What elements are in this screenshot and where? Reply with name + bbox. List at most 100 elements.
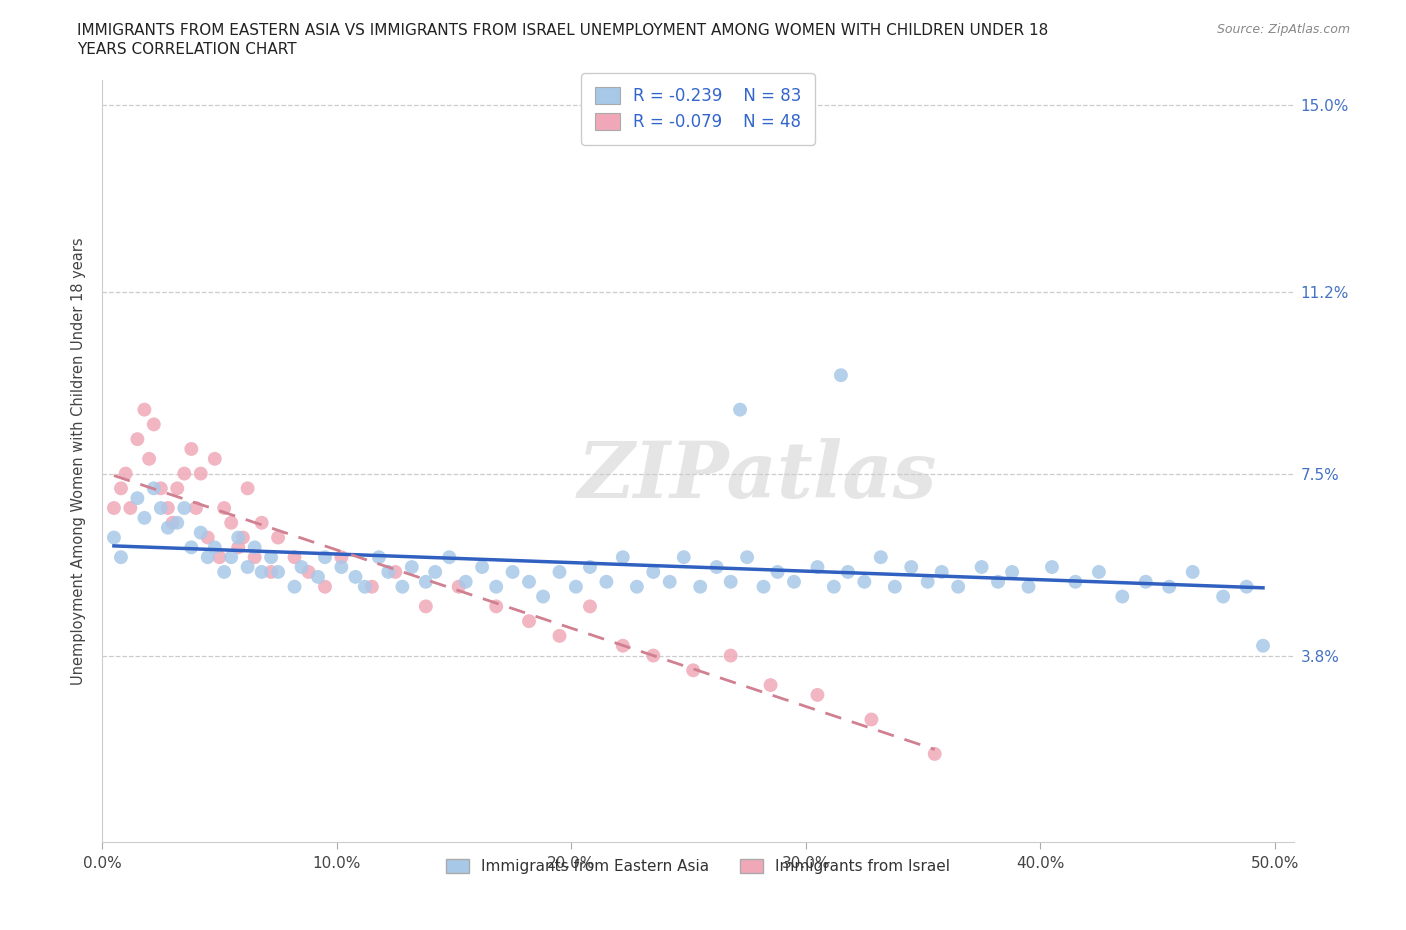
Point bbox=[236, 481, 259, 496]
Point bbox=[485, 579, 508, 594]
Point bbox=[138, 451, 160, 466]
Point bbox=[208, 550, 231, 565]
Point bbox=[860, 712, 883, 727]
Point bbox=[197, 550, 219, 565]
Point bbox=[900, 560, 922, 575]
Point bbox=[267, 565, 290, 579]
Point bbox=[1251, 638, 1274, 653]
Point bbox=[114, 466, 136, 481]
Point bbox=[197, 530, 219, 545]
Point bbox=[415, 599, 437, 614]
Point bbox=[260, 550, 283, 565]
Point bbox=[1088, 565, 1111, 579]
Y-axis label: Unemployment Among Women with Children Under 18 years: Unemployment Among Women with Children U… bbox=[72, 237, 86, 685]
Point bbox=[565, 579, 588, 594]
Point bbox=[728, 402, 751, 417]
Point bbox=[853, 575, 876, 590]
Point bbox=[643, 648, 665, 663]
Point bbox=[595, 575, 617, 590]
Point bbox=[103, 500, 125, 515]
Point bbox=[548, 565, 571, 579]
Point bbox=[180, 540, 202, 555]
Point bbox=[226, 530, 249, 545]
Point bbox=[869, 550, 891, 565]
Point bbox=[361, 579, 384, 594]
Point bbox=[142, 481, 165, 496]
Point bbox=[1181, 565, 1204, 579]
Point bbox=[439, 550, 461, 565]
Point bbox=[658, 575, 681, 590]
Point bbox=[425, 565, 447, 579]
Point bbox=[354, 579, 377, 594]
Point bbox=[204, 451, 226, 466]
Point bbox=[548, 629, 571, 644]
Point bbox=[823, 579, 845, 594]
Point bbox=[391, 579, 413, 594]
Point bbox=[180, 442, 202, 457]
Point bbox=[314, 579, 336, 594]
Point bbox=[1018, 579, 1040, 594]
Point bbox=[166, 481, 188, 496]
Point bbox=[267, 530, 290, 545]
Point bbox=[219, 515, 242, 530]
Text: ZIPatlas: ZIPatlas bbox=[578, 438, 938, 515]
Point bbox=[236, 560, 259, 575]
Point bbox=[806, 560, 828, 575]
Point bbox=[166, 515, 188, 530]
Point bbox=[987, 575, 1010, 590]
Point bbox=[766, 565, 789, 579]
Text: YEARS CORRELATION CHART: YEARS CORRELATION CHART bbox=[77, 42, 297, 57]
Point bbox=[250, 515, 273, 530]
Point bbox=[173, 500, 195, 515]
Point bbox=[924, 747, 946, 762]
Point bbox=[672, 550, 695, 565]
Point bbox=[1111, 589, 1133, 604]
Point bbox=[517, 614, 540, 629]
Legend: Immigrants from Eastern Asia, Immigrants from Israel: Immigrants from Eastern Asia, Immigrants… bbox=[440, 854, 956, 881]
Point bbox=[1159, 579, 1181, 594]
Point bbox=[384, 565, 406, 579]
Point bbox=[612, 550, 634, 565]
Point bbox=[127, 491, 149, 506]
Point bbox=[1001, 565, 1024, 579]
Point bbox=[471, 560, 494, 575]
Point bbox=[330, 550, 353, 565]
Point bbox=[307, 569, 329, 584]
Point bbox=[283, 550, 305, 565]
Point bbox=[720, 648, 742, 663]
Point bbox=[612, 638, 634, 653]
Point bbox=[283, 579, 305, 594]
Point bbox=[735, 550, 758, 565]
Point bbox=[260, 565, 283, 579]
Point bbox=[1236, 579, 1258, 594]
Point bbox=[837, 565, 859, 579]
Point bbox=[314, 550, 336, 565]
Point bbox=[184, 500, 207, 515]
Point bbox=[190, 525, 212, 540]
Point bbox=[120, 500, 142, 515]
Point bbox=[917, 575, 939, 590]
Point bbox=[401, 560, 423, 575]
Point bbox=[517, 575, 540, 590]
Point bbox=[297, 565, 319, 579]
Point bbox=[149, 481, 172, 496]
Point bbox=[243, 550, 266, 565]
Point bbox=[706, 560, 728, 575]
Point bbox=[1040, 560, 1063, 575]
Point bbox=[290, 560, 312, 575]
Point bbox=[643, 565, 665, 579]
Point bbox=[250, 565, 273, 579]
Point bbox=[204, 540, 226, 555]
Point bbox=[883, 579, 905, 594]
Point bbox=[149, 500, 172, 515]
Point bbox=[103, 530, 125, 545]
Text: IMMIGRANTS FROM EASTERN ASIA VS IMMIGRANTS FROM ISRAEL UNEMPLOYMENT AMONG WOMEN : IMMIGRANTS FROM EASTERN ASIA VS IMMIGRAN… bbox=[77, 23, 1049, 38]
Point bbox=[110, 550, 132, 565]
Point bbox=[212, 500, 235, 515]
Point bbox=[243, 540, 266, 555]
Point bbox=[830, 367, 852, 382]
Point bbox=[1135, 575, 1157, 590]
Point bbox=[134, 511, 156, 525]
Point bbox=[759, 678, 782, 693]
Point bbox=[502, 565, 524, 579]
